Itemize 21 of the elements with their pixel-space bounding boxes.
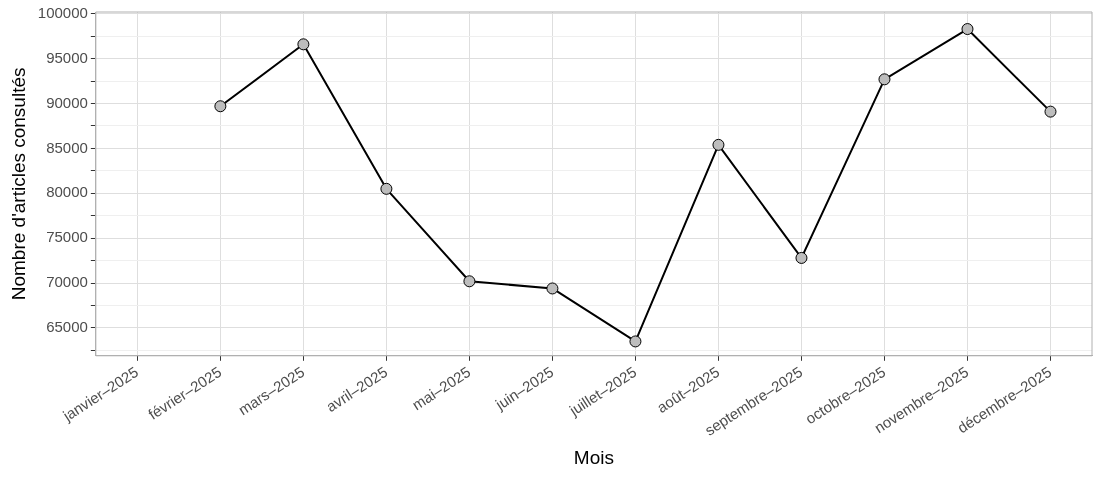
y-tick-label: 70000 bbox=[46, 273, 88, 291]
point bbox=[712, 138, 725, 151]
y-tick-label: 65000 bbox=[46, 318, 88, 336]
point bbox=[961, 23, 974, 36]
point bbox=[795, 251, 808, 264]
y-tick-label: 100000 bbox=[37, 3, 88, 21]
y-tick-label: 95000 bbox=[46, 48, 88, 66]
x-axis-title: Mois bbox=[573, 446, 614, 468]
point bbox=[878, 73, 891, 86]
y-tick-label: 90000 bbox=[46, 93, 88, 111]
point bbox=[546, 282, 559, 295]
point bbox=[1044, 105, 1057, 118]
point bbox=[214, 100, 227, 113]
point bbox=[297, 38, 310, 51]
point bbox=[629, 335, 642, 348]
y-axis-title: Nombre d'articles consultés bbox=[7, 67, 29, 301]
point bbox=[463, 275, 476, 288]
y-tick-label: 75000 bbox=[46, 228, 88, 246]
y-tick-label: 85000 bbox=[46, 138, 88, 156]
point bbox=[380, 182, 393, 195]
y-tick-label: 80000 bbox=[46, 183, 88, 201]
